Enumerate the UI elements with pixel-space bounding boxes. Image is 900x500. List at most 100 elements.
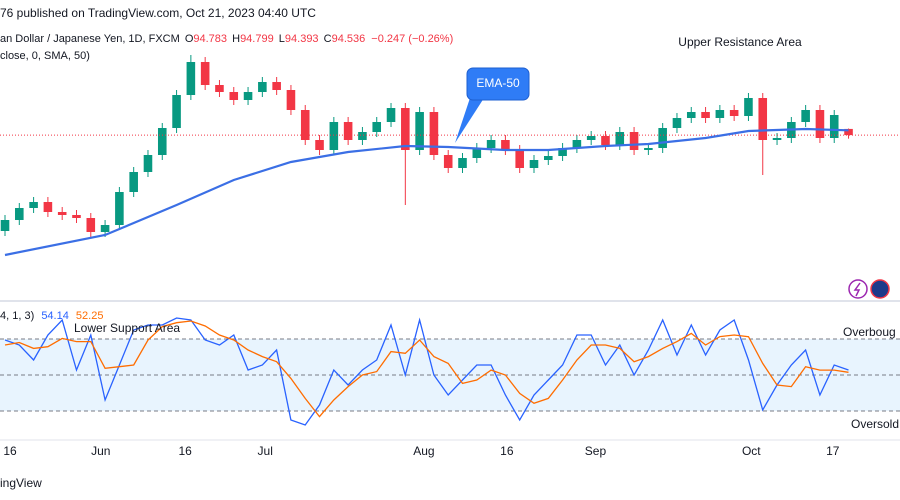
x-tick-label: Oct	[742, 444, 761, 458]
candle-body	[372, 122, 382, 132]
candle-body	[215, 85, 224, 92]
candle-body	[57, 212, 67, 215]
icon	[848, 279, 868, 299]
candle-body	[0, 220, 10, 231]
candle-body	[358, 132, 367, 140]
candle-body	[258, 82, 267, 92]
x-tick-label: Aug	[413, 444, 434, 458]
ma-legend: close, 0, SMA, 50)	[0, 50, 90, 62]
candle-body	[472, 148, 482, 158]
candle-body	[286, 90, 296, 110]
ohlc-value: 94.799	[240, 33, 274, 45]
candle-body	[386, 108, 396, 122]
candle-body	[15, 208, 24, 220]
candle-body	[172, 95, 181, 128]
candle-body	[29, 202, 38, 208]
candle-body	[443, 155, 453, 168]
candle-body	[429, 112, 439, 155]
candle-body	[672, 118, 682, 128]
moving-average	[4, 127, 849, 257]
candle-body	[129, 172, 138, 192]
candle-body	[401, 108, 410, 150]
candle-body	[272, 82, 281, 90]
candle-body	[558, 148, 567, 156]
symbol: an Dollar / Japanese Yen, 1D, FXCM	[0, 33, 180, 45]
candle-body	[343, 122, 353, 140]
change: −0.247 (−0.26%)	[371, 33, 453, 45]
candle-body	[715, 110, 725, 118]
ma-name: close, 0, SMA, 50)	[0, 50, 90, 62]
candle-body	[586, 136, 596, 140]
x-tick-label: 17	[826, 444, 840, 458]
candle-body	[86, 218, 96, 232]
marks: 16 Jun 16 Jul Aug 16 Sep Oct 17 Oversold Overboug	[0, 55, 900, 458]
annotation: Upper Resistance Area	[678, 35, 802, 49]
candle-body	[72, 215, 81, 218]
stoch-legend: 4, 1, 3) 54.14 52.25	[0, 310, 103, 322]
candle-body	[644, 148, 653, 150]
candle-body	[329, 122, 339, 150]
ohlc-letter: O	[185, 33, 194, 45]
annotation: Lower Support Area	[74, 321, 180, 335]
candle-body	[458, 158, 467, 168]
band-label: Overboug	[843, 325, 896, 339]
candle-body	[143, 155, 153, 172]
x-tick-label: Sep	[585, 444, 607, 458]
ohlc-value: 94.393	[285, 33, 319, 45]
candle-body	[744, 98, 753, 116]
candle-body	[815, 110, 825, 138]
candle-body	[229, 92, 239, 100]
x-tick-label: Jul	[258, 444, 273, 458]
candle-body	[844, 128, 853, 136]
publisher: 76 published on TradingView.com, Oct 21,…	[0, 6, 316, 20]
candle-body	[572, 140, 582, 148]
candle-body	[115, 192, 124, 225]
candle-body	[529, 160, 539, 168]
candle-body	[515, 150, 524, 168]
x-tick-label: Jun	[91, 444, 110, 458]
candle-body	[157, 128, 167, 155]
candle-body	[300, 110, 310, 140]
symbol-header: an Dollar / Japanese Yen, 1D, FXCM O 94.7…	[0, 33, 453, 45]
icon	[853, 282, 861, 297]
ohlc-value: 94.536	[332, 33, 366, 45]
candle-body	[486, 140, 496, 148]
stoch-params: 4, 1, 3)	[0, 310, 34, 322]
candle-body	[772, 138, 782, 140]
ohlc-letter: H	[232, 33, 240, 45]
candle-body	[658, 128, 667, 148]
x-tick-label: 16	[3, 444, 17, 458]
candle-body	[615, 132, 625, 145]
callout-pointer	[455, 92, 484, 143]
ohlc-letter: C	[324, 33, 332, 45]
candle-body	[415, 112, 424, 150]
candle-body	[701, 112, 710, 118]
stoch-line	[4, 320, 849, 418]
icon	[870, 279, 890, 299]
candle-body	[601, 136, 610, 145]
band-label: Oversold	[851, 417, 899, 431]
candle-body	[315, 140, 324, 150]
candle-body	[729, 110, 739, 116]
footer: ingView	[0, 476, 42, 490]
x-tick-label: 16	[500, 444, 514, 458]
ohlc-letter: L	[279, 33, 285, 45]
stoch-k-value: 54.14	[41, 310, 69, 322]
candle-body	[200, 62, 210, 85]
candle-body	[186, 62, 196, 95]
candle-body	[243, 92, 253, 100]
candle-body	[501, 140, 510, 150]
candle-body	[544, 156, 553, 160]
stoch-d-value: 52.25	[76, 310, 104, 322]
callout-box	[466, 67, 530, 101]
candle-body	[629, 132, 639, 150]
candle-body	[758, 98, 768, 140]
candle-body	[43, 202, 53, 212]
candle-body	[829, 115, 839, 138]
x-tick-label: 16	[178, 444, 192, 458]
candle-body	[801, 110, 810, 122]
callout-label: EMA-50	[476, 76, 520, 90]
